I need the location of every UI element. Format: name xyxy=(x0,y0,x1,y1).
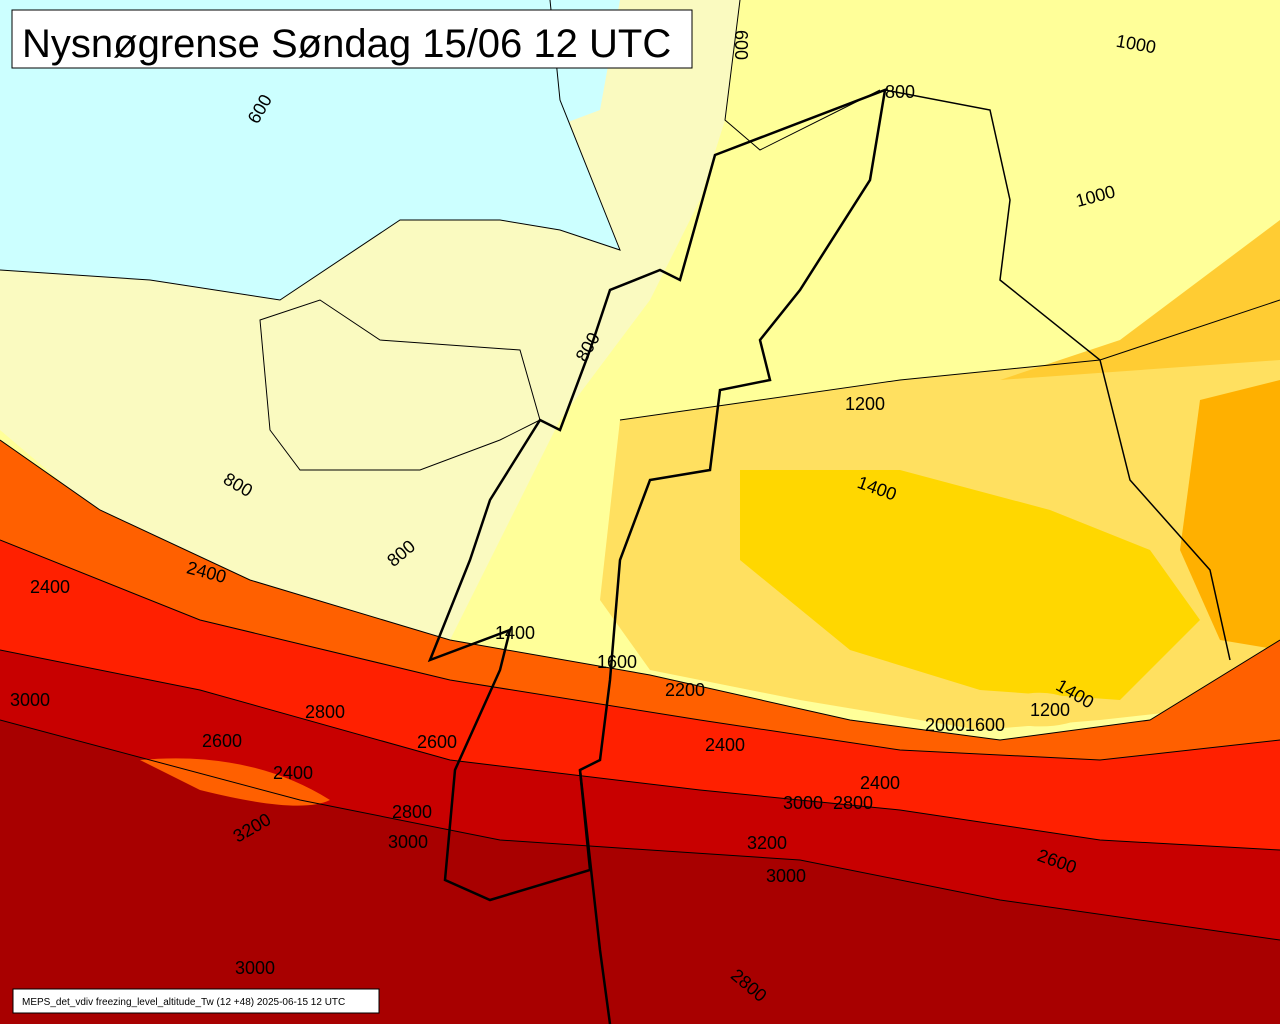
contour-label: 1600 xyxy=(965,715,1005,735)
contour-label: 3200 xyxy=(747,833,787,853)
border xyxy=(884,89,1231,661)
contour-label: 3000 xyxy=(235,958,275,978)
contour xyxy=(0,649,1280,851)
border xyxy=(427,88,887,902)
contour-label: 2400 xyxy=(705,735,745,755)
field-3000 xyxy=(0,720,1280,1024)
contour xyxy=(619,299,1280,421)
footer: MEPS_det_vdiv freezing_level_altitude_Tw… xyxy=(22,997,345,1008)
contour-label: 600 xyxy=(731,30,751,60)
contour-label: 2800 xyxy=(833,793,873,813)
contour-label: 1400 xyxy=(495,623,535,643)
contour-label: 3000 xyxy=(783,793,823,813)
map-title: Nysnøgrense Søndag 15/06 12 UTC xyxy=(22,22,671,66)
contour-label: 1200 xyxy=(1030,700,1070,720)
field-1600 xyxy=(740,470,1200,700)
contour-label: 2400 xyxy=(273,763,313,783)
contour-label: 3000 xyxy=(766,866,806,886)
footer-box xyxy=(12,988,380,1014)
contour-label: 2800 xyxy=(392,802,432,822)
field-800b xyxy=(260,300,540,470)
contour-label: 3000 xyxy=(10,690,50,710)
field-1200-island xyxy=(1000,692,1090,727)
contour xyxy=(724,0,881,151)
field-2000 xyxy=(1180,380,1280,650)
contour-label: 2400 xyxy=(30,577,70,597)
contour-label: 2800 xyxy=(305,702,345,722)
title-box xyxy=(11,9,693,69)
borders xyxy=(427,88,1231,1024)
contour-label: 2000 xyxy=(925,715,965,735)
contour-label: 3000 xyxy=(388,832,428,852)
contour xyxy=(0,719,1280,941)
contours xyxy=(0,0,1280,941)
border xyxy=(578,769,612,1024)
contour xyxy=(0,0,621,301)
contour-label: 2600 xyxy=(202,731,242,751)
contour-label: 2600 xyxy=(417,732,457,752)
contour xyxy=(0,439,1280,741)
field-1400b xyxy=(1000,220,1280,380)
contour-label: 2200 xyxy=(665,680,705,700)
contour-label: 800 xyxy=(885,82,915,102)
contour xyxy=(0,539,1280,761)
contour-label: 2400 xyxy=(860,773,900,793)
contour xyxy=(259,299,541,471)
contour-label: 1200 xyxy=(845,394,885,414)
contour-label: 1600 xyxy=(597,652,637,672)
